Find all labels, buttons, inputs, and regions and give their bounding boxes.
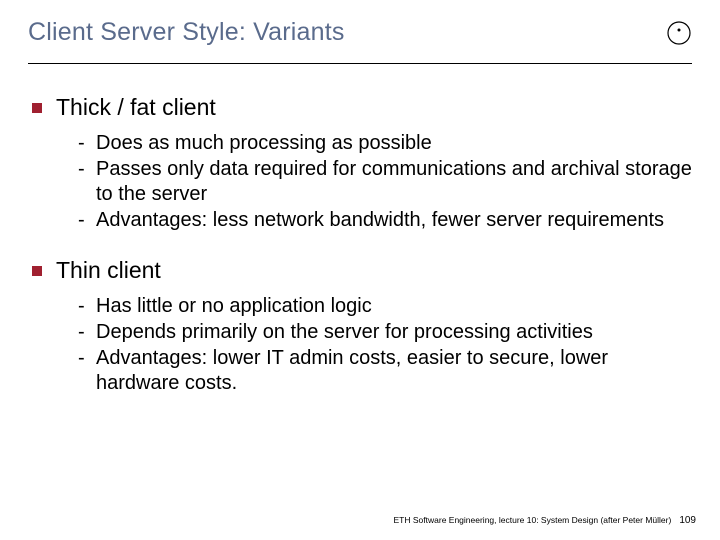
section-heading: Thick / fat client (32, 94, 692, 121)
slide-header: Client Server Style: Variants (28, 18, 692, 47)
section-list: Does as much processing as possible Pass… (32, 131, 692, 233)
list-item: Passes only data required for communicat… (78, 157, 692, 207)
section-heading-label: Thick / fat client (56, 94, 216, 121)
bullet-icon (32, 103, 42, 113)
slide-content: Thick / fat client Does as much processi… (28, 64, 692, 396)
slide-footer: ETH Software Engineering, lecture 10: Sy… (0, 515, 702, 526)
list-item: Has little or no application logic (78, 294, 692, 319)
slide-title: Client Server Style: Variants (28, 18, 345, 47)
bullet-icon (32, 266, 42, 276)
list-item: Does as much processing as possible (78, 131, 692, 156)
list-item: Advantages: less network bandwidth, fewe… (78, 208, 692, 233)
section-heading-label: Thin client (56, 257, 161, 284)
page-number: 109 (679, 515, 696, 526)
list-item: Advantages: lower IT admin costs, easier… (78, 346, 692, 396)
section-heading: Thin client (32, 257, 692, 284)
logo-icon (666, 20, 692, 46)
section-list: Has little or no application logic Depen… (32, 294, 692, 396)
slide: Client Server Style: Variants Thick / fa… (0, 0, 720, 540)
footer-text: ETH Software Engineering, lecture 10: Sy… (394, 515, 672, 525)
list-item: Depends primarily on the server for proc… (78, 320, 692, 345)
